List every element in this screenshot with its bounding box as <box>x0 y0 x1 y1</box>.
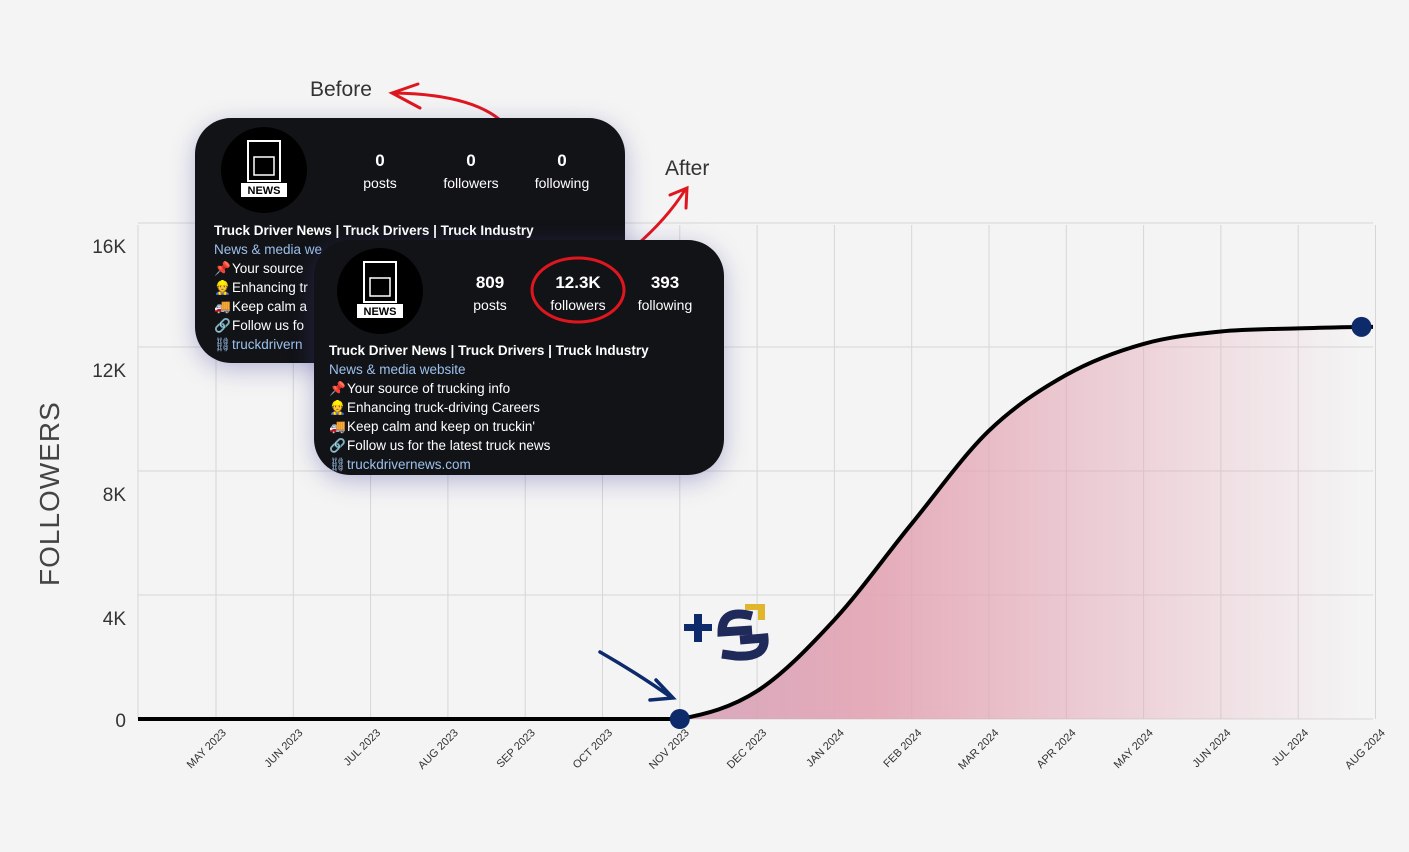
bio-line: Your source of trucking info <box>347 381 511 396</box>
profile-link[interactable]: truckdrivernews.com <box>347 457 471 472</box>
following-label: following <box>534 175 590 191</box>
profile-name: Truck Driver News | Truck Drivers | Truc… <box>214 223 534 238</box>
link-icon: 🔗 <box>214 318 231 333</box>
y-tick-label: 4K <box>102 609 126 630</box>
agency-logo-icon <box>684 604 769 661</box>
before-label: Before <box>310 78 372 101</box>
followers-line <box>137 324 1373 722</box>
pushpin-icon: 📌 <box>329 381 346 396</box>
posts-count: 809 <box>475 273 505 292</box>
pushpin-icon: 📌 <box>214 261 231 276</box>
followers-label: followers <box>443 175 499 191</box>
bio-line: Your source <box>232 261 304 276</box>
y-tick-label: 8K <box>102 485 126 506</box>
data-marker <box>669 709 690 729</box>
profile-avatar: NEWS <box>221 127 307 213</box>
following-count: 393 <box>650 273 680 292</box>
followers-label: followers <box>550 297 606 313</box>
y-axis-title: FOLLOWERS <box>34 401 65 586</box>
y-tick-label: 12K <box>92 361 126 382</box>
svg-text:NEWS: NEWS <box>248 185 281 197</box>
following-label: following <box>637 297 693 313</box>
bio-line: Follow us for the latest truck news <box>347 438 551 453</box>
posts-count: 0 <box>375 151 385 170</box>
data-marker <box>1351 316 1372 337</box>
blue-arrow-icon <box>598 650 677 702</box>
link-icon: ⛓ <box>214 337 232 352</box>
truck-logo-icon: NEWS <box>241 140 287 197</box>
bio-line: Enhancing tr <box>232 280 308 295</box>
posts-label: posts <box>473 297 507 313</box>
link-icon: ⛓ <box>329 457 347 472</box>
following-count: 0 <box>557 151 567 170</box>
bio-line: Keep calm a <box>232 299 308 314</box>
bio-line: Follow us fo <box>232 318 305 333</box>
y-tick-label: 0 <box>115 711 126 732</box>
bio-line: Keep calm and keep on truckin' <box>347 419 535 434</box>
after-label: After <box>665 157 710 180</box>
profile-category: News & media website <box>329 362 466 377</box>
worker-icon: 👷 <box>214 280 231 295</box>
after-profile-card: NEWS 809 posts 12.3K followers 393 followin… <box>314 240 724 475</box>
posts-label: posts <box>363 175 397 191</box>
profile-category: News & media we <box>214 242 323 257</box>
profile-name: Truck Driver News | Truck Drivers | Truc… <box>329 343 649 358</box>
truck-logo-icon: NEWS <box>357 261 403 318</box>
followers-count: 0 <box>466 151 476 170</box>
area-fill <box>679 326 1362 719</box>
profile-link[interactable]: truckdrivern <box>232 337 303 352</box>
followers-count: 12.3K <box>555 273 601 292</box>
bio-line: Enhancing truck-driving Careers <box>347 400 540 415</box>
svg-text:NEWS: NEWS <box>364 306 397 318</box>
link-icon: 🔗 <box>329 438 346 453</box>
profile-avatar: NEWS <box>337 248 423 334</box>
truck-icon: 🚚 <box>329 419 346 434</box>
y-tick-label: 16K <box>92 237 126 258</box>
truck-icon: 🚚 <box>214 299 231 314</box>
worker-icon: 👷 <box>329 400 346 415</box>
